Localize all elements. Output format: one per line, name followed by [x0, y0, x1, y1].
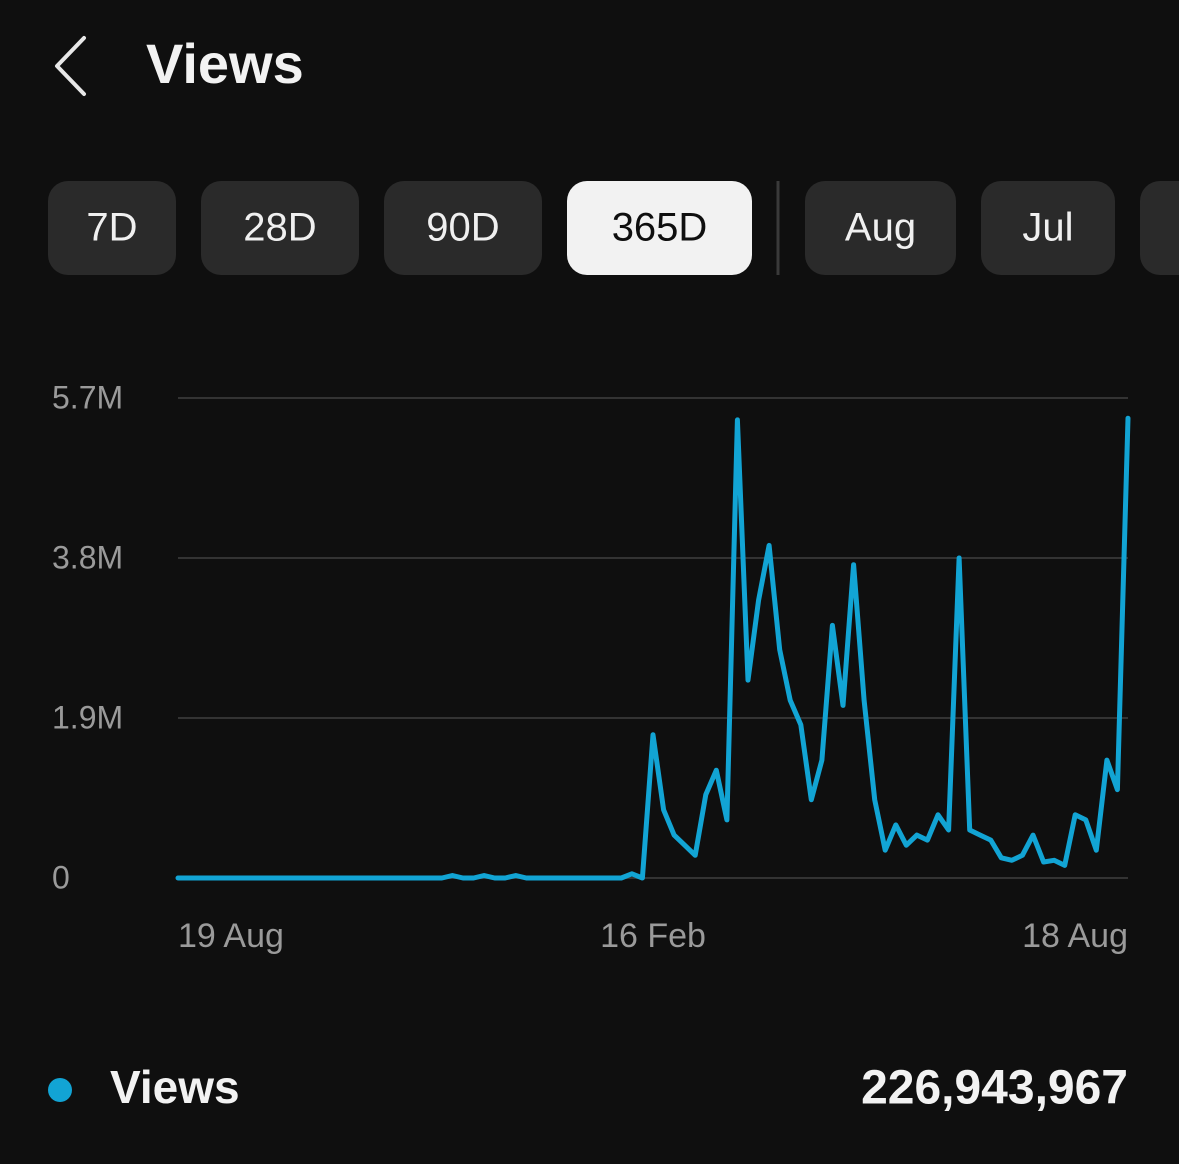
x-tick-label: 19 Aug [178, 917, 284, 955]
tab-background [384, 181, 542, 275]
tab-background [48, 181, 176, 275]
tab[interactable]: 28D [201, 181, 359, 275]
tab[interactable]: 90D [384, 181, 542, 275]
back-button[interactable] [55, 36, 86, 96]
x-tick-label: 18 Aug [1022, 917, 1128, 955]
tab[interactable]: Aug [805, 181, 956, 275]
tab-label: 90D [426, 206, 499, 250]
tab-label: 365D [612, 206, 708, 250]
tab-partial[interactable] [1140, 181, 1179, 275]
tab-background [201, 181, 359, 275]
tab[interactable]: 365D [567, 181, 752, 275]
tab-background [567, 181, 752, 275]
tab[interactable]: Jul [981, 181, 1115, 275]
legend-label: Views [110, 1061, 240, 1113]
y-tick-label: 0 [52, 859, 70, 895]
y-tick-label: 5.7M [52, 379, 123, 415]
y-tick-label: 3.8M [52, 539, 123, 575]
tab-background [805, 181, 956, 275]
tab-label: 7D [86, 206, 137, 250]
y-tick-label: 1.9M [52, 699, 123, 735]
tab-label: 28D [243, 206, 316, 250]
tab-label: Jul [1022, 206, 1073, 250]
x-tick-label: 16 Feb [600, 917, 706, 955]
tab-background [981, 181, 1115, 275]
tab[interactable]: 7D [48, 181, 176, 275]
total-views: 226,943,967 [861, 1062, 1128, 1115]
legend-dot [48, 1078, 72, 1102]
data-line [175, 415, 1131, 881]
page-title: Views [146, 32, 304, 95]
tab-label: Aug [845, 206, 916, 250]
